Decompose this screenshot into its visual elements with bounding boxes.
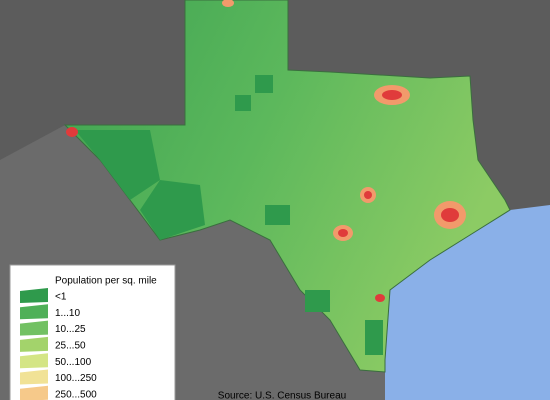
legend-swatch <box>20 336 48 352</box>
legend-label: 10...25 <box>55 324 86 335</box>
legend-label: 1...10 <box>55 308 80 319</box>
gulf-of-mexico <box>385 205 550 400</box>
legend-items: <1 1...10 10...25 25...50 50...100 100...250 2… <box>20 288 97 400</box>
cities <box>66 0 466 302</box>
legend-swatch <box>20 288 48 303</box>
legend-swatch <box>20 353 48 369</box>
legend-swatch <box>20 320 48 336</box>
legend-label: 250...500 <box>55 389 97 400</box>
source: Source: U.S. Census Bureau <box>218 391 346 400</box>
legend-label: <1 <box>55 292 67 303</box>
legend-title: Population per sq. mile <box>55 276 157 287</box>
legend-label: 100...250 <box>55 373 97 384</box>
legend-swatch <box>20 385 48 400</box>
legend-swatch <box>20 304 48 320</box>
sparse-counties <box>75 75 383 355</box>
legend-label: 25...50 <box>55 341 86 352</box>
legend-swatch <box>20 369 48 385</box>
legend-label: 50...100 <box>55 357 92 368</box>
